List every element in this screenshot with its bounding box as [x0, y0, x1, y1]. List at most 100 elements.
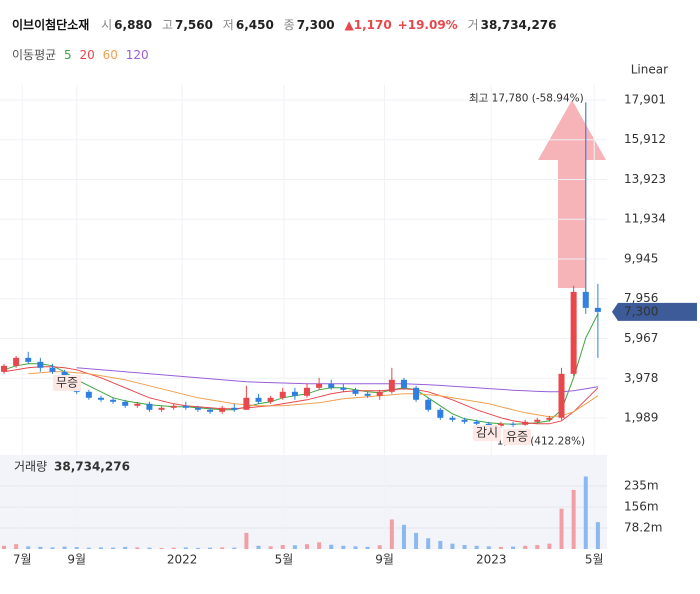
header: 이브이첨단소재 시 6,880 고 7,560 저 6,450 종 7,300 ▲1,1…: [12, 16, 563, 33]
candle-body: [267, 397, 274, 402]
x-tick-label: 9월: [375, 553, 394, 567]
volume-bar: [583, 476, 588, 549]
volume-bar: [486, 546, 491, 549]
volume-bar: [38, 546, 43, 549]
volume-bar: [523, 545, 528, 549]
legend-item: 120: [125, 48, 149, 62]
volume-bar: [535, 544, 540, 549]
y-tick-label: 5,967: [624, 331, 658, 345]
y-tick-label: 7,956: [624, 291, 658, 305]
candle-body: [110, 399, 117, 402]
volume-bar: [438, 540, 443, 549]
candle-body: [146, 403, 153, 410]
candle-body: [558, 373, 565, 418]
volume-bar: [208, 547, 213, 549]
x-tick-label: 9월: [67, 553, 86, 567]
y-tick-label: 3,978: [624, 371, 658, 385]
ma-line: [76, 367, 598, 393]
volume-bar: [341, 545, 346, 549]
volume-bar: [414, 532, 419, 549]
price-tag-label: 7,300: [624, 304, 658, 318]
candle-body: [400, 379, 407, 388]
volume-bar: [401, 524, 406, 549]
volume-tick-label: 156m: [624, 500, 659, 514]
volume-bar: [195, 547, 200, 549]
volume-bar: [50, 547, 55, 549]
volume-bar: [159, 547, 164, 549]
x-tick-label: 7월: [13, 553, 32, 567]
volume-bar: [147, 547, 152, 549]
volume-bar: [135, 547, 140, 549]
volume-bar: [268, 546, 273, 549]
volume-bar: [171, 547, 176, 549]
candle-body: [170, 405, 177, 408]
volume-bar: [220, 547, 225, 549]
candle-body: [364, 393, 371, 396]
candle-body: [413, 387, 420, 400]
volume-bar: [511, 546, 516, 549]
volume-bar: [183, 547, 188, 549]
legend-item: 20: [79, 48, 95, 62]
candle-body: [304, 387, 310, 396]
candle-body: [594, 307, 601, 312]
candle-body: [13, 357, 20, 366]
y-tick-label: 11,934: [624, 212, 666, 226]
y-tick-label: 15,912: [624, 132, 666, 146]
volume-bar: [317, 542, 322, 549]
candle-body: [485, 423, 492, 426]
scale-mode[interactable]: Linear: [631, 63, 668, 77]
label: 고: [161, 18, 173, 32]
candle-body: [291, 391, 298, 396]
volume-bar: [426, 538, 431, 549]
volume-bar: [111, 547, 116, 549]
candle-body: [255, 397, 262, 402]
volume-bar: [595, 522, 600, 549]
candle-body: [510, 423, 517, 425]
candle-body: [437, 409, 444, 418]
candle-body: [37, 361, 44, 368]
candle-body: [425, 399, 432, 410]
y-tick-label: 17,901: [624, 92, 666, 106]
volume-label: 거래량: [14, 460, 47, 474]
label: 저: [222, 18, 234, 32]
candle-body: [279, 391, 286, 398]
label: 시: [101, 18, 113, 32]
volume-bar: [547, 543, 552, 549]
badge-bg: [53, 375, 81, 391]
volume-bar: [2, 545, 6, 549]
volume-bar: [74, 547, 79, 549]
volume-bar: [14, 544, 19, 549]
candle-body: [231, 407, 238, 410]
change: ▲1,170: [344, 18, 392, 32]
volume-bar: [571, 489, 576, 549]
candle-body: [340, 387, 347, 390]
badge: 감시: [476, 426, 498, 440]
ma-line: [3, 366, 599, 425]
candle-body: [388, 379, 395, 392]
volume-bar: [305, 544, 309, 549]
volume-tick-label: 235m: [624, 478, 659, 492]
volume-bar: [365, 546, 370, 549]
ma-line: [3, 313, 599, 425]
ma-line: [28, 371, 599, 418]
volume-bar: [256, 545, 261, 549]
candle-body: [158, 407, 165, 410]
price-tag: [612, 302, 697, 321]
candle-body: [497, 423, 504, 426]
value: 38,734,276: [480, 18, 557, 32]
volume-bar: [389, 519, 394, 549]
volume-bar: [244, 532, 249, 549]
candle-body: [546, 417, 553, 420]
volume-bar: [353, 546, 358, 549]
value: 6,450: [235, 18, 274, 32]
candle-body: [328, 383, 335, 388]
value: 6,880: [114, 18, 153, 32]
volume-total: 38,734,276: [54, 460, 130, 474]
volume-bar: [462, 544, 467, 549]
badge: 유증: [506, 430, 528, 444]
label: 거: [467, 18, 479, 32]
candle-body: [1, 365, 7, 372]
value: 7,560: [175, 18, 213, 32]
candle-body: [122, 401, 129, 406]
